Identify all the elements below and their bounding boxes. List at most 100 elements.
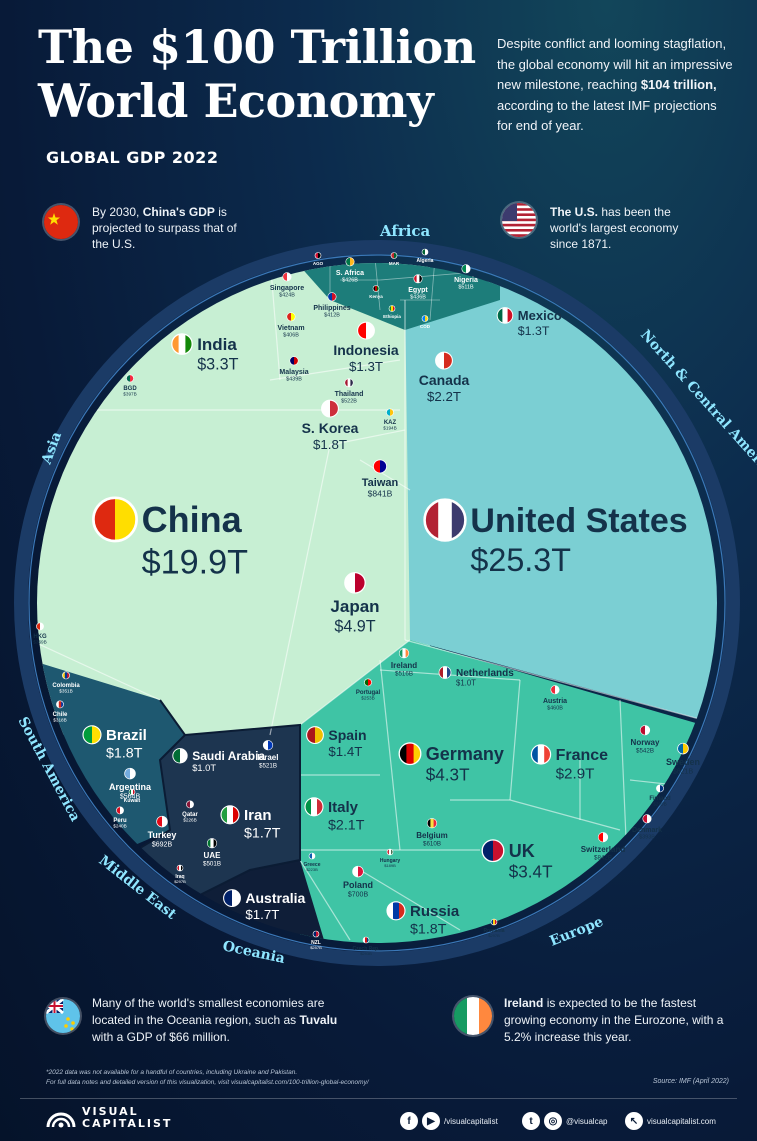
country-value-israel: $521B: [259, 762, 277, 769]
country-value-sweden: $621B: [673, 768, 694, 775]
australia-flag-icon: [223, 889, 241, 908]
country-value-chile: $318B: [53, 718, 66, 723]
country-value-australia: $1.7T: [245, 907, 279, 922]
country-value-greece: $223B: [306, 867, 318, 872]
social-twitter-instagram[interactable]: t ◎ @visualcap: [522, 1112, 607, 1130]
country-value-vietnam: $406B: [283, 333, 299, 339]
social-facebook-youtube[interactable]: f ▶ /visualcapitalist: [400, 1112, 498, 1130]
chile-flag-icon: [56, 700, 64, 709]
youtube-icon[interactable]: ▶: [422, 1112, 440, 1130]
country-cell-philippines: Philippines$412B: [313, 292, 351, 319]
country-cell-kaz: KAZ$194B: [383, 408, 397, 431]
country-value-bgd: $397B: [123, 392, 136, 397]
oceania-note-post: with a GDP of $66 million.: [92, 1030, 230, 1044]
country-cell-mexico: Mexico$1.3T: [496, 307, 562, 338]
country-name-ireland: Ireland: [391, 661, 417, 670]
country-cell-norway: Norway$542B: [631, 725, 660, 754]
japan-flag-icon: [344, 571, 366, 594]
korea-flag-icon: [321, 399, 339, 418]
country-cell-portugal: Portugal$253B: [356, 678, 380, 701]
intro-text: Despite conflict and looming stagflation…: [497, 34, 733, 137]
website-link[interactable]: ↖ visualcapitalist.com: [625, 1112, 716, 1130]
ireland-note: Ireland is expected to be the fastest gr…: [504, 995, 724, 1046]
netherlands-flag-icon: [438, 666, 452, 679]
country-name-chile: Chile: [53, 712, 68, 718]
country-value-poland: $700B: [348, 891, 369, 898]
country-name-canada: Canada: [419, 372, 470, 388]
country-name-austria: Austria: [543, 698, 567, 705]
country-value-austria: $460B: [547, 706, 563, 712]
greece-flag-icon: [308, 852, 316, 860]
us-note-bold: The U.S.: [550, 205, 599, 219]
oceania-note: Many of the world's smallest economies a…: [92, 995, 352, 1046]
country-value-safrica: $426B: [342, 278, 358, 284]
country-name-saudi: Saudi Arabia: [192, 749, 265, 763]
country-cell-denmark: Denmark$393B: [632, 814, 662, 841]
country-name-belgium: Belgium: [416, 831, 448, 840]
portugal-flag-icon: [364, 678, 372, 687]
outer-ring: [14, 240, 740, 966]
germany-flag-icon: [398, 742, 422, 766]
country-value-czech: $293B: [360, 951, 372, 956]
country-name-sweden: Sweden: [666, 757, 700, 767]
footnote-line-1: *2022 data was not available for a handf…: [46, 1069, 298, 1076]
country-name-ago: AGO: [313, 261, 324, 266]
facebook-icon[interactable]: f: [400, 1112, 418, 1130]
twitter-icon[interactable]: t: [522, 1112, 540, 1130]
country-name-finland: Finland: [649, 796, 671, 802]
us-note: The U.S. has been the world's largest ec…: [550, 204, 690, 252]
cursor-icon: ↖: [625, 1112, 643, 1130]
poland-flag-icon: [352, 865, 364, 878]
country-value-thailand: $522B: [341, 399, 357, 405]
country-name-malaysia: Malaysia: [279, 369, 308, 376]
intro-before: Despite conflict and looming stagflation…: [497, 36, 733, 92]
country-value-malaysia: $439B: [286, 377, 302, 383]
country-cell-spain: Spain$1.4T: [306, 726, 367, 759]
malaysia-flag-icon: [289, 356, 299, 366]
country-value-hungary: $189B: [384, 863, 396, 868]
israel-flag-icon: [262, 740, 274, 751]
ethiopia-flag-icon: [388, 305, 396, 312]
outer-ring-line: [28, 254, 726, 952]
country-name-peru: Peru: [113, 818, 127, 824]
cod-flag-icon: [421, 315, 429, 322]
country-cell-thailand: Thailand$522B: [335, 378, 363, 405]
country-name-kuwait: Kuwait: [124, 798, 141, 804]
country-cell-australia: Australia$1.7T: [223, 889, 306, 922]
country-name-romania: Romania: [483, 928, 504, 934]
country-value-china: $19.9T: [142, 543, 249, 581]
country-value-india: $3.3T: [197, 356, 238, 374]
country-name-china: China: [142, 499, 243, 540]
country-cell-finland: Finland$299B: [649, 784, 671, 807]
country-cell-hkg: HKG$369B: [33, 622, 47, 645]
country-name-germany: Germany: [426, 744, 504, 764]
country-value-egypt: $436B: [410, 295, 426, 301]
country-value-us: $25.3T: [470, 542, 571, 578]
china-note-bold: China's GDP: [142, 205, 215, 219]
country-name-nzl: NZL: [311, 940, 321, 946]
country-value-iraq: $297B: [174, 879, 186, 884]
country-cell-india: India $3.3T: [171, 333, 239, 374]
sweden-flag-icon: [677, 742, 689, 755]
region-africa: [290, 263, 500, 330]
country-name-russia: Russia: [410, 903, 460, 920]
country-value-denmark: $393B: [639, 835, 655, 841]
instagram-icon[interactable]: ◎: [544, 1112, 562, 1130]
country-name-nigeria: Nigeria: [454, 277, 478, 284]
country-name-indonesia: Indonesia: [333, 342, 399, 358]
country-name-spain: Spain: [328, 727, 366, 743]
country-cell-argentina: Argentina$564B: [109, 767, 152, 800]
nigeria-flag-icon: [461, 264, 471, 274]
country-name-hkg: HKG: [33, 634, 47, 640]
taiwan-flag-icon: [372, 459, 388, 474]
kaz-flag-icon: [386, 408, 394, 417]
country-value-norway: $542B: [636, 747, 654, 754]
country-name-safrica: S. Africa: [336, 270, 364, 277]
country-name-norway: Norway: [631, 738, 660, 747]
country-cell-bgd: BGD$397B: [123, 374, 137, 397]
indonesia-flag-icon: [357, 321, 375, 340]
visual-capitalist-logo[interactable]: VISUAL CAPITALIST: [46, 1106, 172, 1130]
country-value-philippines: $412B: [324, 313, 340, 319]
country-cell-saudi: Saudi Arabia$1.0T: [172, 748, 265, 773]
country-cell-belgium: Belgium$610B: [416, 818, 448, 847]
